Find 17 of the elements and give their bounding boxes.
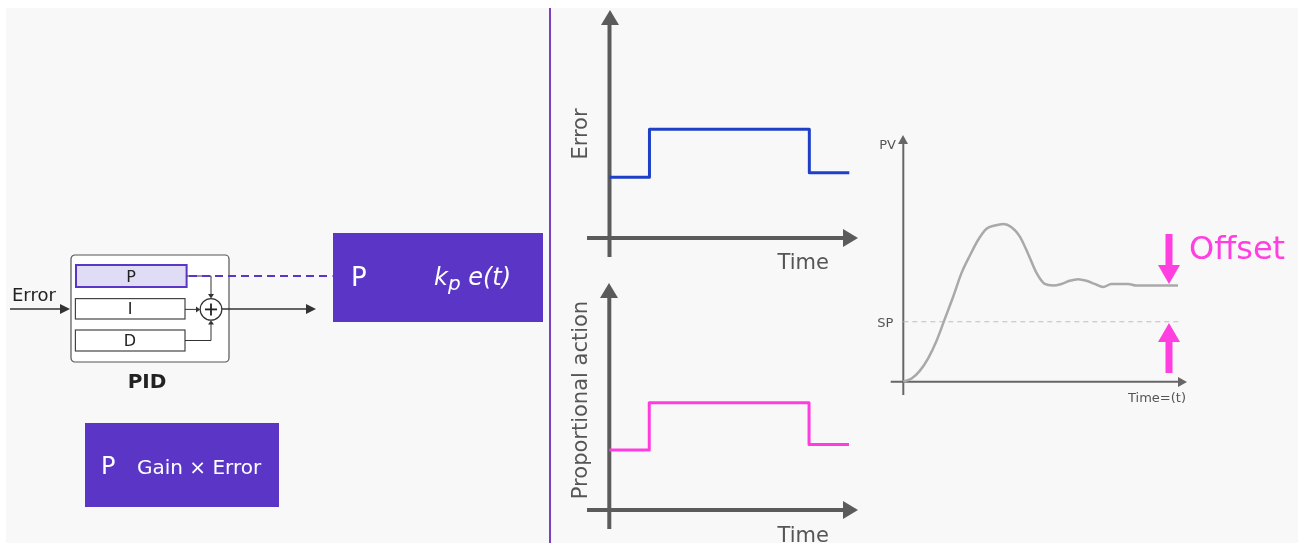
text: P: [101, 452, 116, 480]
text: P: [351, 262, 367, 292]
x-axis-title: Time: [777, 249, 829, 274]
y-axis-title: PV: [879, 136, 896, 152]
text: D: [123, 331, 137, 350]
y-axis-title: Error: [567, 108, 592, 160]
text: Offset: [1189, 229, 1286, 267]
text: Gain × Error: [137, 455, 262, 479]
text: k$_{p}$ e(t): [434, 262, 512, 296]
text: I: [127, 299, 133, 318]
text: P: [126, 266, 136, 286]
x-axis-title: Time: [777, 522, 829, 547]
text: PID: [127, 369, 167, 393]
y-axis-title: Proportional action: [567, 300, 592, 500]
ref-line-label: SP: [877, 314, 894, 330]
x-axis-title: Time=(t): [1128, 389, 1186, 405]
text: Error: [12, 284, 56, 305]
